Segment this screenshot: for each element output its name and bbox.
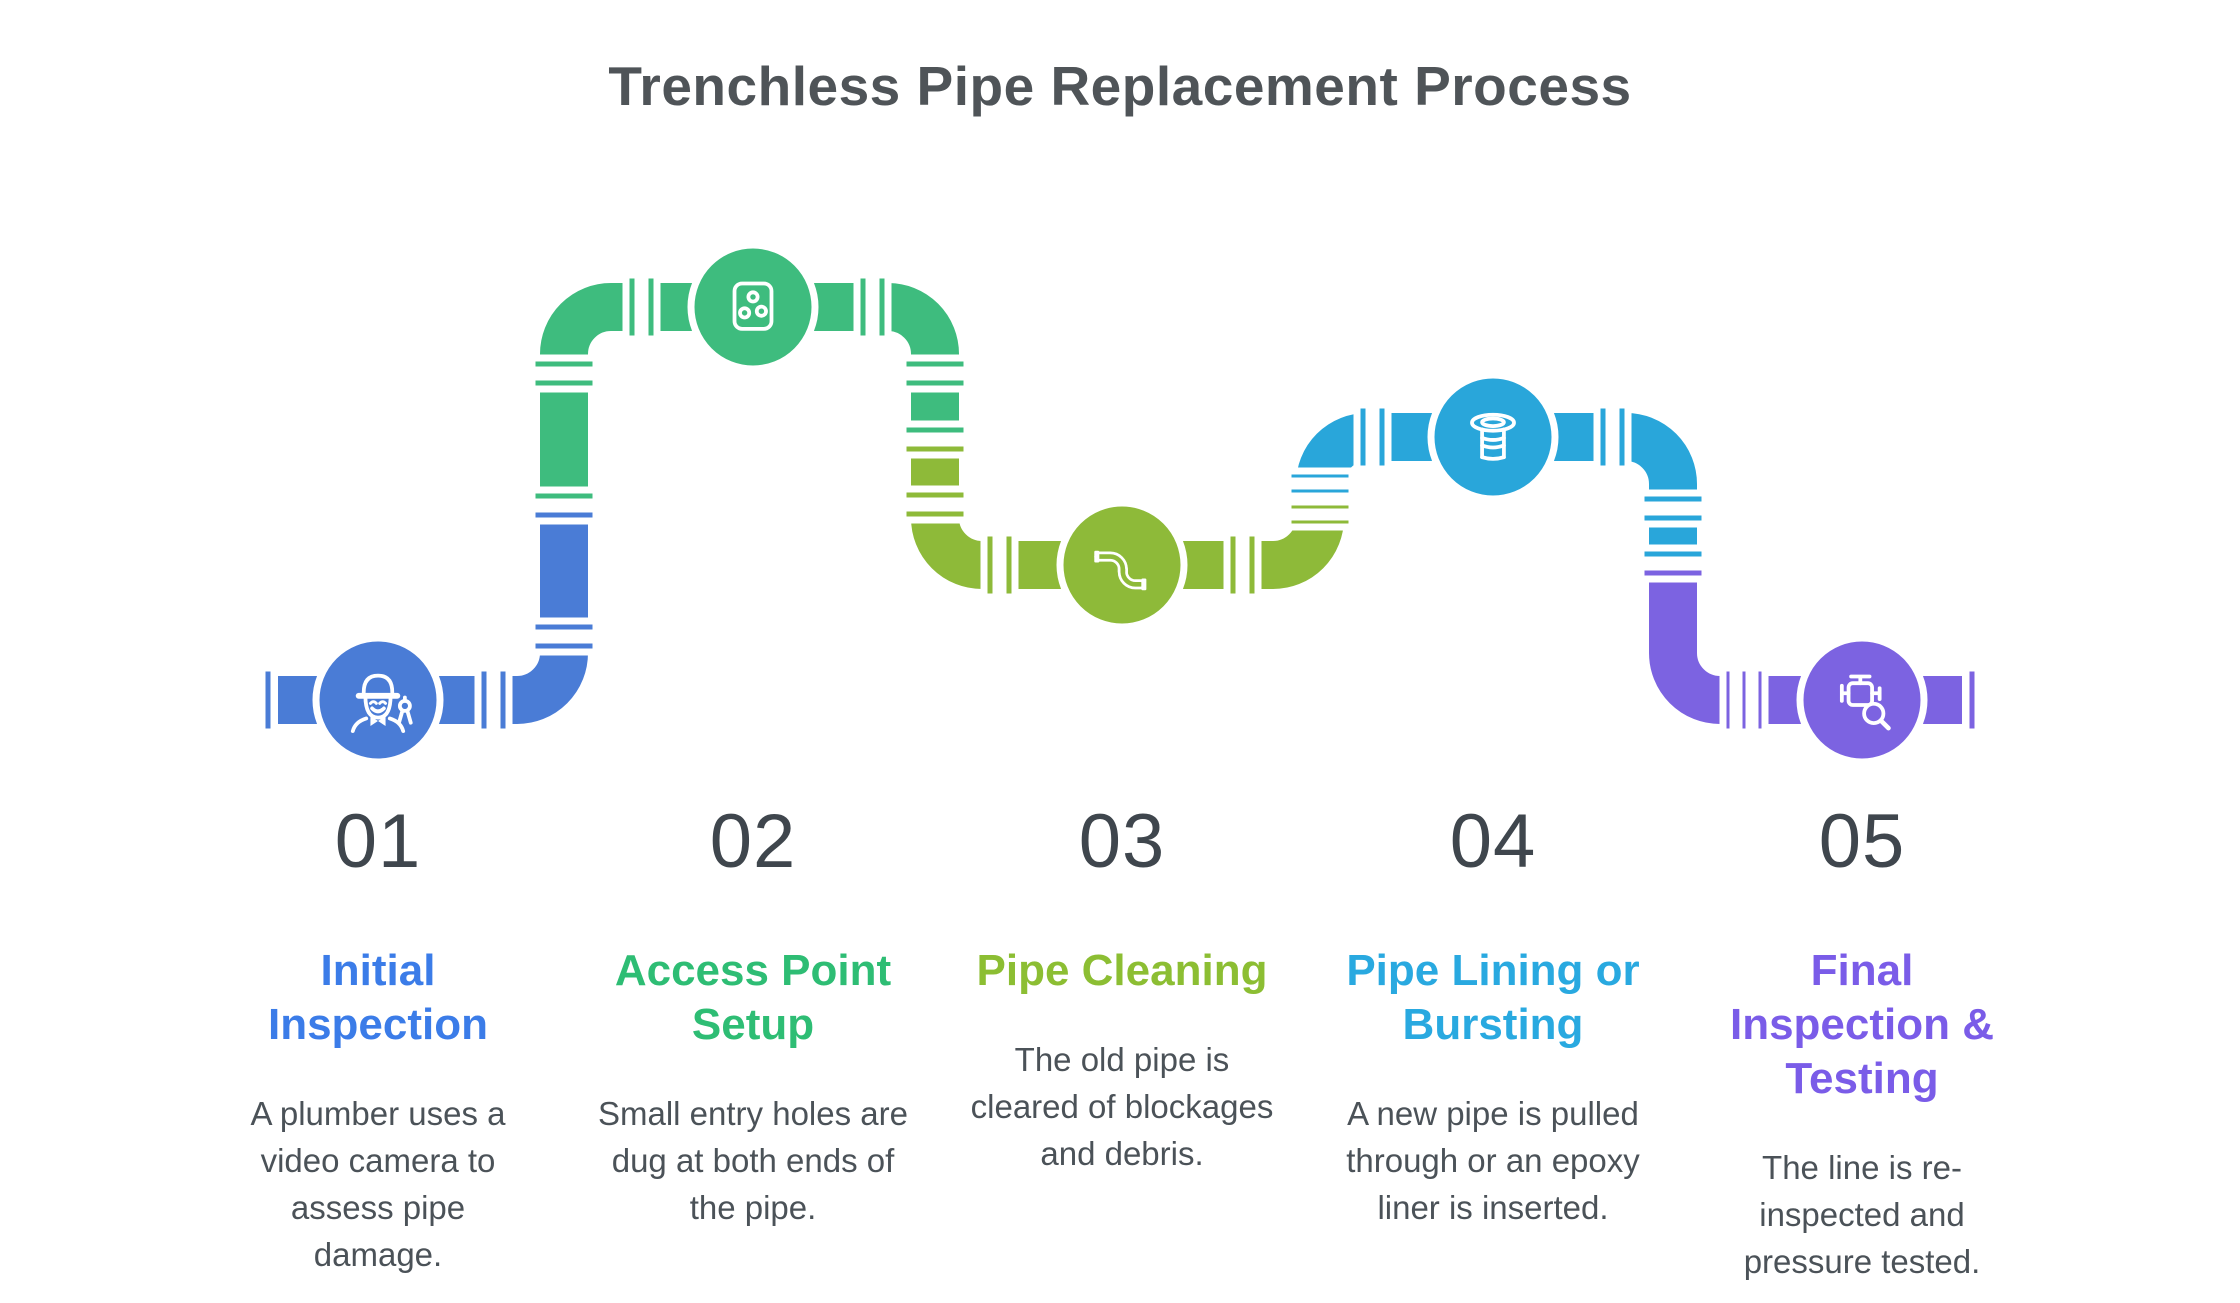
step-column-2: 02 Access Point Setup Small entry holes … <box>583 786 923 1249</box>
couplings-olive <box>899 439 1356 601</box>
step1-node <box>312 634 444 766</box>
step-number: 01 <box>334 799 422 884</box>
step-column-1: 01 Initial Inspection A plumber uses a v… <box>208 786 548 1296</box>
pipe-diagram <box>258 241 1982 766</box>
infographic-canvas: Trenchless Pipe Replacement Process <box>251 55 1995 1280</box>
couplings-green <box>528 271 971 506</box>
step-number: 05 <box>1818 799 1906 884</box>
pipe-run-step1 <box>278 503 588 724</box>
pipe-liner-icon <box>1470 412 1516 461</box>
step4-node <box>1427 371 1559 503</box>
step-description: A plumber uses a video camera to assess … <box>250 1095 506 1273</box>
step-description: The old pipe is cleared of blockages and… <box>970 1041 1274 1172</box>
page-title: Trenchless Pipe Replacement Process <box>608 55 1632 117</box>
pipe-end-cap <box>1962 664 1982 736</box>
step-title: Pipe Cleaning <box>976 946 1268 995</box>
pipe-start-cap <box>258 664 278 736</box>
step-number: 03 <box>1078 799 1166 884</box>
step-number: 04 <box>1449 799 1537 884</box>
curved-pipe-icon <box>1094 550 1147 591</box>
step5-node <box>1796 634 1928 766</box>
step-number: 02 <box>709 799 797 884</box>
access-panel-icon <box>732 281 774 331</box>
step-title: Final Inspection & Testing <box>1729 946 1995 1103</box>
step2-node <box>687 241 819 373</box>
step-column-5: 05 Final Inspection & Testing The line i… <box>1692 786 2032 1303</box>
step-description: Small entry holes are dug at both ends o… <box>598 1095 908 1226</box>
step-column-3: 03 Pipe Cleaning The old pipe is cleared… <box>952 786 1292 1195</box>
step-column-4: 04 Pipe Lining or Bursting A new pipe is… <box>1323 786 1663 1249</box>
couplings-blue <box>258 505 600 736</box>
valve-magnifier-icon <box>1839 674 1891 731</box>
pipe-run-step5 <box>1649 563 1962 724</box>
step-description: The line is re- inspected and pressure t… <box>1743 1149 1981 1280</box>
step-description: A new pipe is pulled through or an epoxy… <box>1346 1095 1640 1226</box>
step-title: Initial Inspection <box>267 946 489 1049</box>
step-title: Pipe Lining or Bursting <box>1346 946 1640 1049</box>
step-title: Access Point Setup <box>614 946 892 1049</box>
couplings-cyan <box>1284 401 1709 564</box>
plumber-icon <box>350 673 413 733</box>
couplings-purple <box>1637 563 1982 736</box>
